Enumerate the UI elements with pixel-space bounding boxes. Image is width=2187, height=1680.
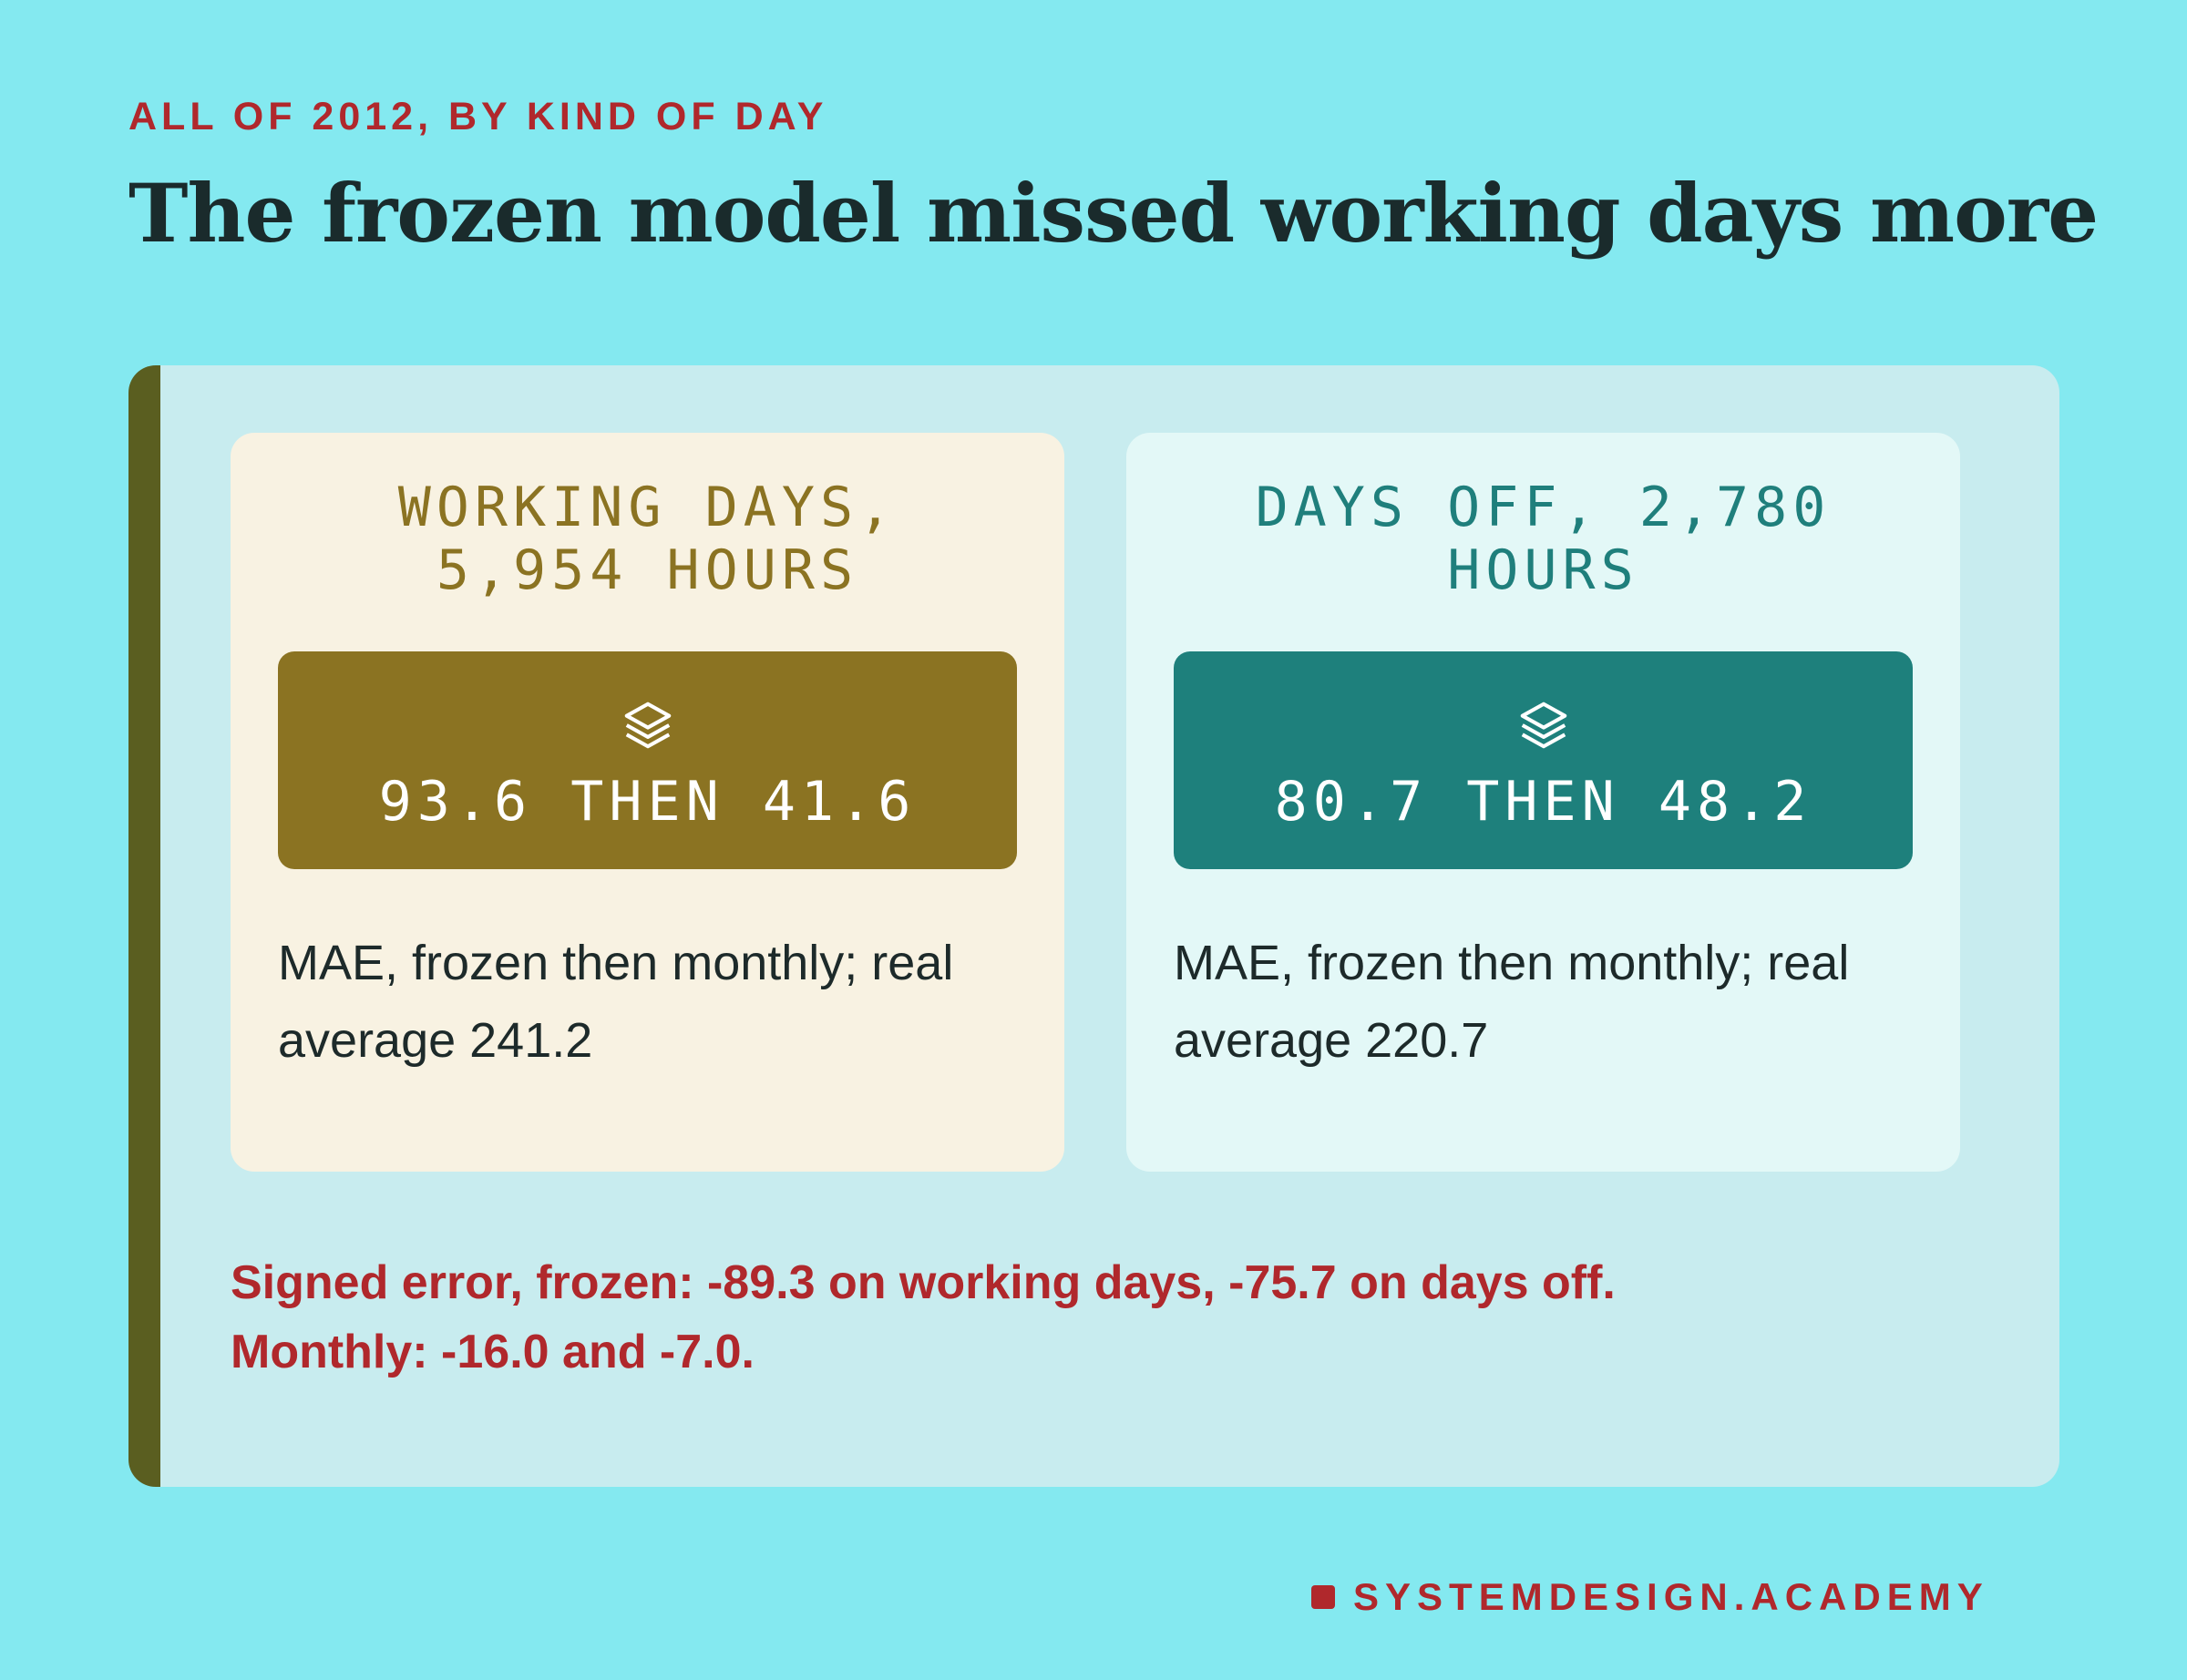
note: Signed error, frozen: -89.3 on working d… — [231, 1248, 1616, 1387]
card: WORKING DAYS, 5,954 HOURS 93.6 THEN 41.6… — [231, 433, 1064, 1172]
brand-mark — [1311, 1585, 1335, 1609]
brand: SYSTEMDESIGN.ACADEMY — [1353, 1575, 1989, 1618]
note-line: Monthly: -16.0 and -7.0. — [231, 1326, 755, 1378]
layers-icon — [624, 702, 672, 749]
stat: 80.7 THEN 48.2 — [1274, 770, 1812, 834]
note-line: Signed error, frozen: -89.3 on working d… — [231, 1256, 1616, 1309]
stat: 93.6 THEN 41.6 — [378, 770, 917, 834]
stat-box: 80.7 THEN 48.2 — [1174, 651, 1913, 869]
card-heading: DAYS OFF, 2,780 HOURS — [1255, 476, 1832, 602]
stat-box: 93.6 THEN 41.6 — [278, 651, 1017, 869]
kicker: ALL OF 2012, BY KIND OF DAY — [128, 95, 828, 138]
title: The frozen model missed working days mor… — [128, 166, 2099, 261]
card: DAYS OFF, 2,780 HOURS 80.7 THEN 48.2 MAE… — [1126, 433, 1960, 1172]
caption: MAE, frozen then monthly; real average 2… — [1174, 936, 1850, 1068]
caption: MAE, frozen then monthly; real average 2… — [278, 936, 954, 1068]
card-heading: WORKING DAYS, 5,954 HOURS — [397, 476, 898, 602]
layers-icon — [1520, 702, 1567, 749]
